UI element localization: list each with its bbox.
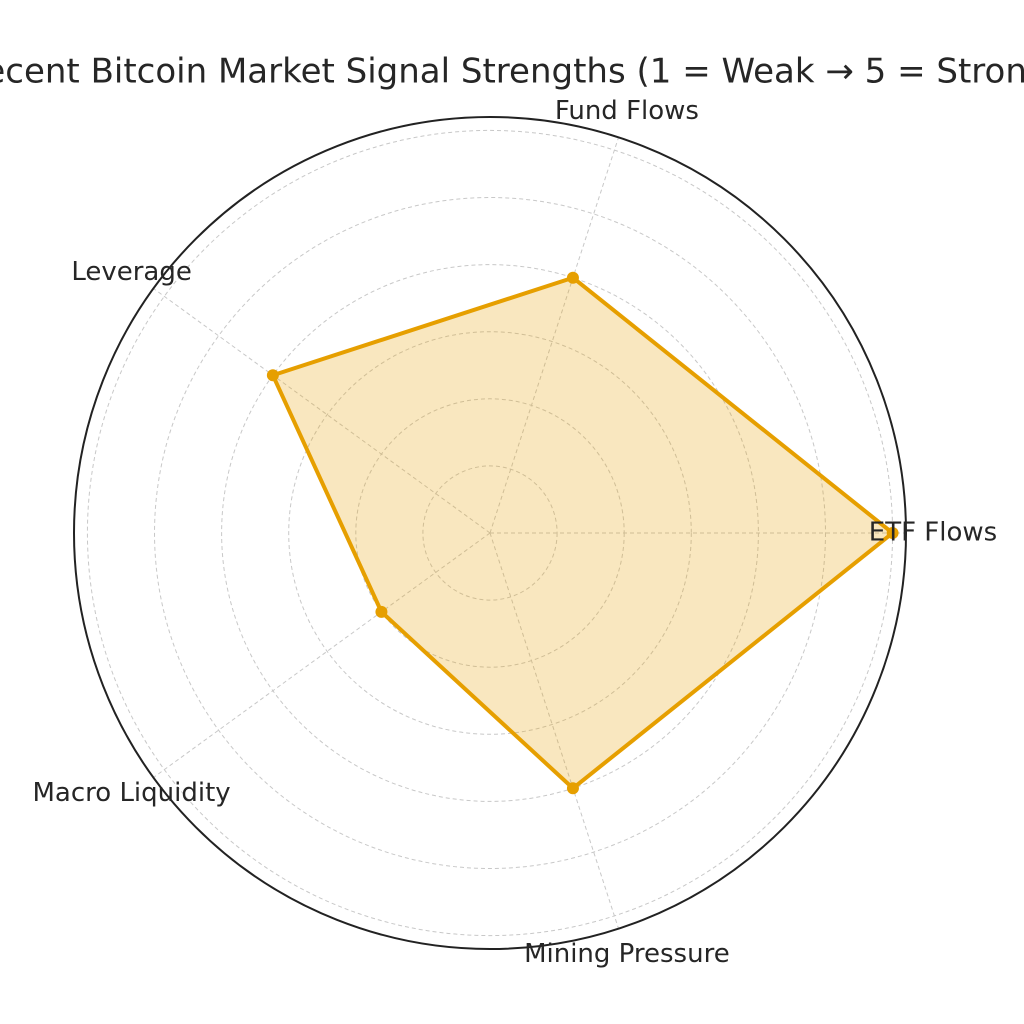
- axis-label: Macro Liquidity: [33, 778, 231, 808]
- axis-label: Fund Flows: [555, 96, 699, 126]
- grid-ring: [154, 197, 826, 869]
- spoke: [153, 288, 491, 534]
- radar-point: [566, 271, 579, 284]
- radar-point: [375, 605, 388, 618]
- grid-ring: [422, 465, 558, 601]
- spoke: [489, 137, 620, 534]
- radar-point: [566, 782, 579, 795]
- spoke: [153, 532, 491, 778]
- radar-point: [886, 527, 899, 539]
- axis-label: ETF Flows: [869, 518, 997, 548]
- outer-frame: [73, 116, 907, 950]
- radar-point: [266, 369, 279, 382]
- radar-area: [270, 275, 895, 791]
- chart-title: Recent Bitcoin Market Signal Strengths (…: [0, 52, 1024, 92]
- grid-ring: [288, 331, 692, 735]
- spoke: [489, 532, 620, 929]
- axis-label: Leverage: [71, 257, 192, 287]
- axis-label: Mining Pressure: [524, 939, 730, 969]
